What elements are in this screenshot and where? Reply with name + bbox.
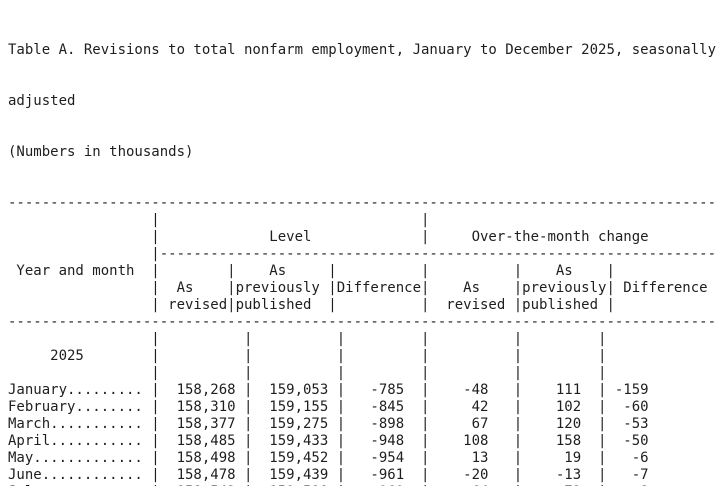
table-spacer-row: | | | | | | [8, 331, 649, 347]
table-row: February........ | 158,310 | 159,155 | -… [8, 399, 649, 415]
table-subtitle: (Numbers in thousands) [8, 144, 194, 160]
table-spacer-row: | | | | | | [8, 365, 649, 381]
table-header-line: | Level | Over-the-month change [8, 229, 649, 245]
table-rule: ----------------------------------------… [8, 314, 717, 330]
table-row: July............ | 158,542 | 159,511 | -… [8, 484, 726, 486]
table-row: April........... | 158,485 | 159,433 | -… [8, 433, 649, 449]
table-header-line: |---------------------------------------… [8, 246, 717, 262]
revisions-table: ----------------------------------------… [8, 195, 726, 486]
table-row: January......... | 158,268 | 159,053 | -… [8, 382, 649, 398]
table-row: March........... | 158,377 | 159,275 | -… [8, 416, 649, 432]
table-header-line: Year and month | | As | | | As | [8, 263, 615, 279]
table-title-line2: adjusted [8, 93, 76, 109]
year-row: 2025 | | | | | | [8, 348, 649, 364]
table-row: May............. | 158,498 | 159,452 | -… [8, 450, 649, 466]
table-rule: ----------------------------------------… [8, 195, 717, 211]
table-header-line: | | [8, 212, 430, 228]
table-title-line1: Table A. Revisions to total nonfarm empl… [8, 42, 717, 58]
table-header-line: | As |previously |Difference| As |previo… [8, 280, 708, 296]
table-row: June............ | 158,478 | 159,439 | -… [8, 467, 649, 483]
table-header-line: | revised|published | | revised |publish… [8, 297, 615, 313]
